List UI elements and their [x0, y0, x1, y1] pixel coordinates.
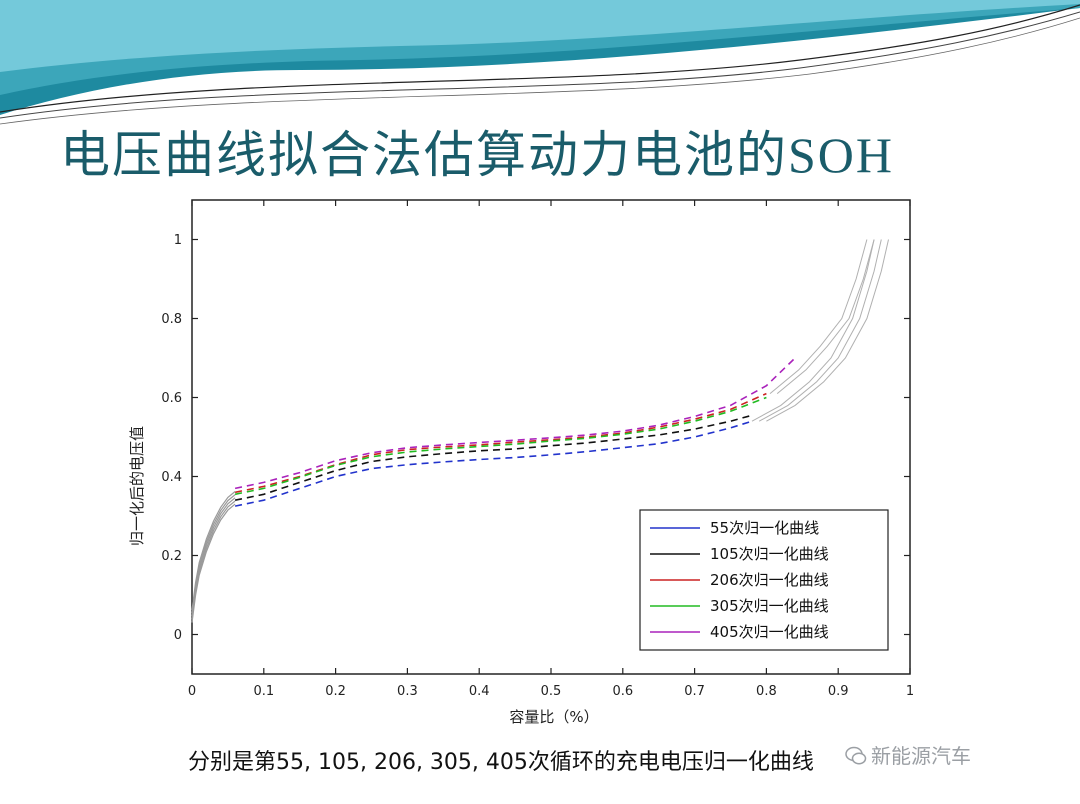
watermark: 新能源汽车: [845, 740, 971, 769]
y-tick-label: 0.2: [161, 549, 182, 564]
y-tick-label: 1: [174, 233, 182, 248]
x-tick-label: 0.1: [253, 684, 274, 699]
x-tick-label: 1: [906, 684, 914, 699]
series-tail-line: [769, 239, 868, 394]
banner-line-3: [0, 17, 1080, 125]
y-tick-label: 0.4: [161, 470, 182, 485]
series-line: [234, 414, 753, 501]
banner-wave-highlight: [0, 0, 1080, 72]
legend-label: 206次归一化曲线: [710, 571, 829, 589]
x-tick-label: 0.8: [756, 684, 777, 699]
x-tick-label: 0.7: [684, 684, 705, 699]
wechat-icon: [845, 746, 867, 765]
watermark-text: 新能源汽车: [871, 744, 971, 768]
series-5: [191, 239, 889, 611]
legend-label: 405次归一化曲线: [710, 623, 829, 641]
series-tail-line: [758, 239, 882, 422]
x-tick-label: 0.9: [828, 684, 849, 699]
x-tick-label: 0.5: [541, 684, 562, 699]
series-tail-line: [776, 239, 875, 394]
legend-label: 55次归一化曲线: [710, 519, 819, 537]
x-tick-label: 0.3: [397, 684, 418, 699]
y-axis-label: 归一化后的电压值: [128, 426, 146, 546]
line-chart: 0 0.1 0.2 0.3 0.4 0.5 0.6 0.7 0.8 0.9 1 0 0.2 0.4 0.6 0…: [128, 199, 914, 726]
series-rise-line: [191, 491, 236, 611]
x-tick-label: 0.2: [325, 684, 346, 699]
slide-header-banner: [0, 0, 1080, 125]
legend-label: 105次归一化曲线: [710, 545, 829, 563]
series-line: [234, 396, 767, 496]
banner-line-2: [0, 11, 1080, 119]
x-tick-label: 0.6: [612, 684, 633, 699]
legend-label: 305次归一化曲线: [710, 597, 829, 615]
y-tick-label: 0.8: [161, 312, 182, 327]
slide-title-main: 电压曲线拟合法估算动力电池的: [60, 126, 788, 184]
series-tail-line: [766, 239, 889, 422]
x-tick-label: 0.4: [469, 684, 490, 699]
slide-caption: 分别是第55, 105, 206, 305, 405次循环的充电电压归一化曲线: [188, 750, 814, 775]
series-tail-line: [751, 239, 875, 422]
slide-title-suffix: SOH: [788, 127, 895, 183]
y-tick-label: 0.6: [161, 391, 182, 406]
slide-title: 电压曲线拟合法估算动力电池的SOH: [60, 120, 1070, 190]
series-line: [234, 420, 753, 507]
y-tick-label: 0: [174, 628, 182, 643]
x-tick-label: 0: [188, 684, 196, 699]
x-axis-label: 容量比（%）: [509, 708, 598, 726]
banner-line-1: [0, 4, 1080, 113]
